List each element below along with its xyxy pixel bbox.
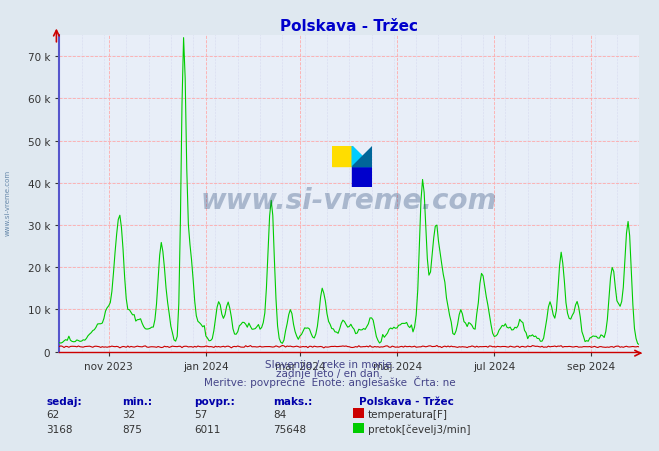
Text: 6011: 6011 xyxy=(194,424,221,434)
Text: pretok[čevelj3/min]: pretok[čevelj3/min] xyxy=(368,423,471,434)
Text: Meritve: povprečne  Enote: anglešaške  Črta: ne: Meritve: povprečne Enote: anglešaške Črt… xyxy=(204,376,455,387)
Title: Polskava - Tržec: Polskava - Tržec xyxy=(280,18,418,33)
Text: temperatura[F]: temperatura[F] xyxy=(368,409,447,419)
Text: 875: 875 xyxy=(122,424,142,434)
Text: 32: 32 xyxy=(122,409,135,419)
Text: min.:: min.: xyxy=(122,396,152,405)
Text: Slovenija / reke in morje.: Slovenija / reke in morje. xyxy=(264,359,395,369)
Text: zadnje leto / en dan.: zadnje leto / en dan. xyxy=(276,368,383,378)
Text: Polskava - Tržec: Polskava - Tržec xyxy=(359,396,454,405)
Text: maks.:: maks.: xyxy=(273,396,313,405)
Text: 3168: 3168 xyxy=(46,424,72,434)
Text: povpr.:: povpr.: xyxy=(194,396,235,405)
Text: sedaj:: sedaj: xyxy=(46,396,82,405)
Text: www.si-vreme.com: www.si-vreme.com xyxy=(201,186,498,214)
Text: www.si-vreme.com: www.si-vreme.com xyxy=(5,170,11,236)
Text: 62: 62 xyxy=(46,409,59,419)
Text: 84: 84 xyxy=(273,409,287,419)
Text: 75648: 75648 xyxy=(273,424,306,434)
Text: 57: 57 xyxy=(194,409,208,419)
